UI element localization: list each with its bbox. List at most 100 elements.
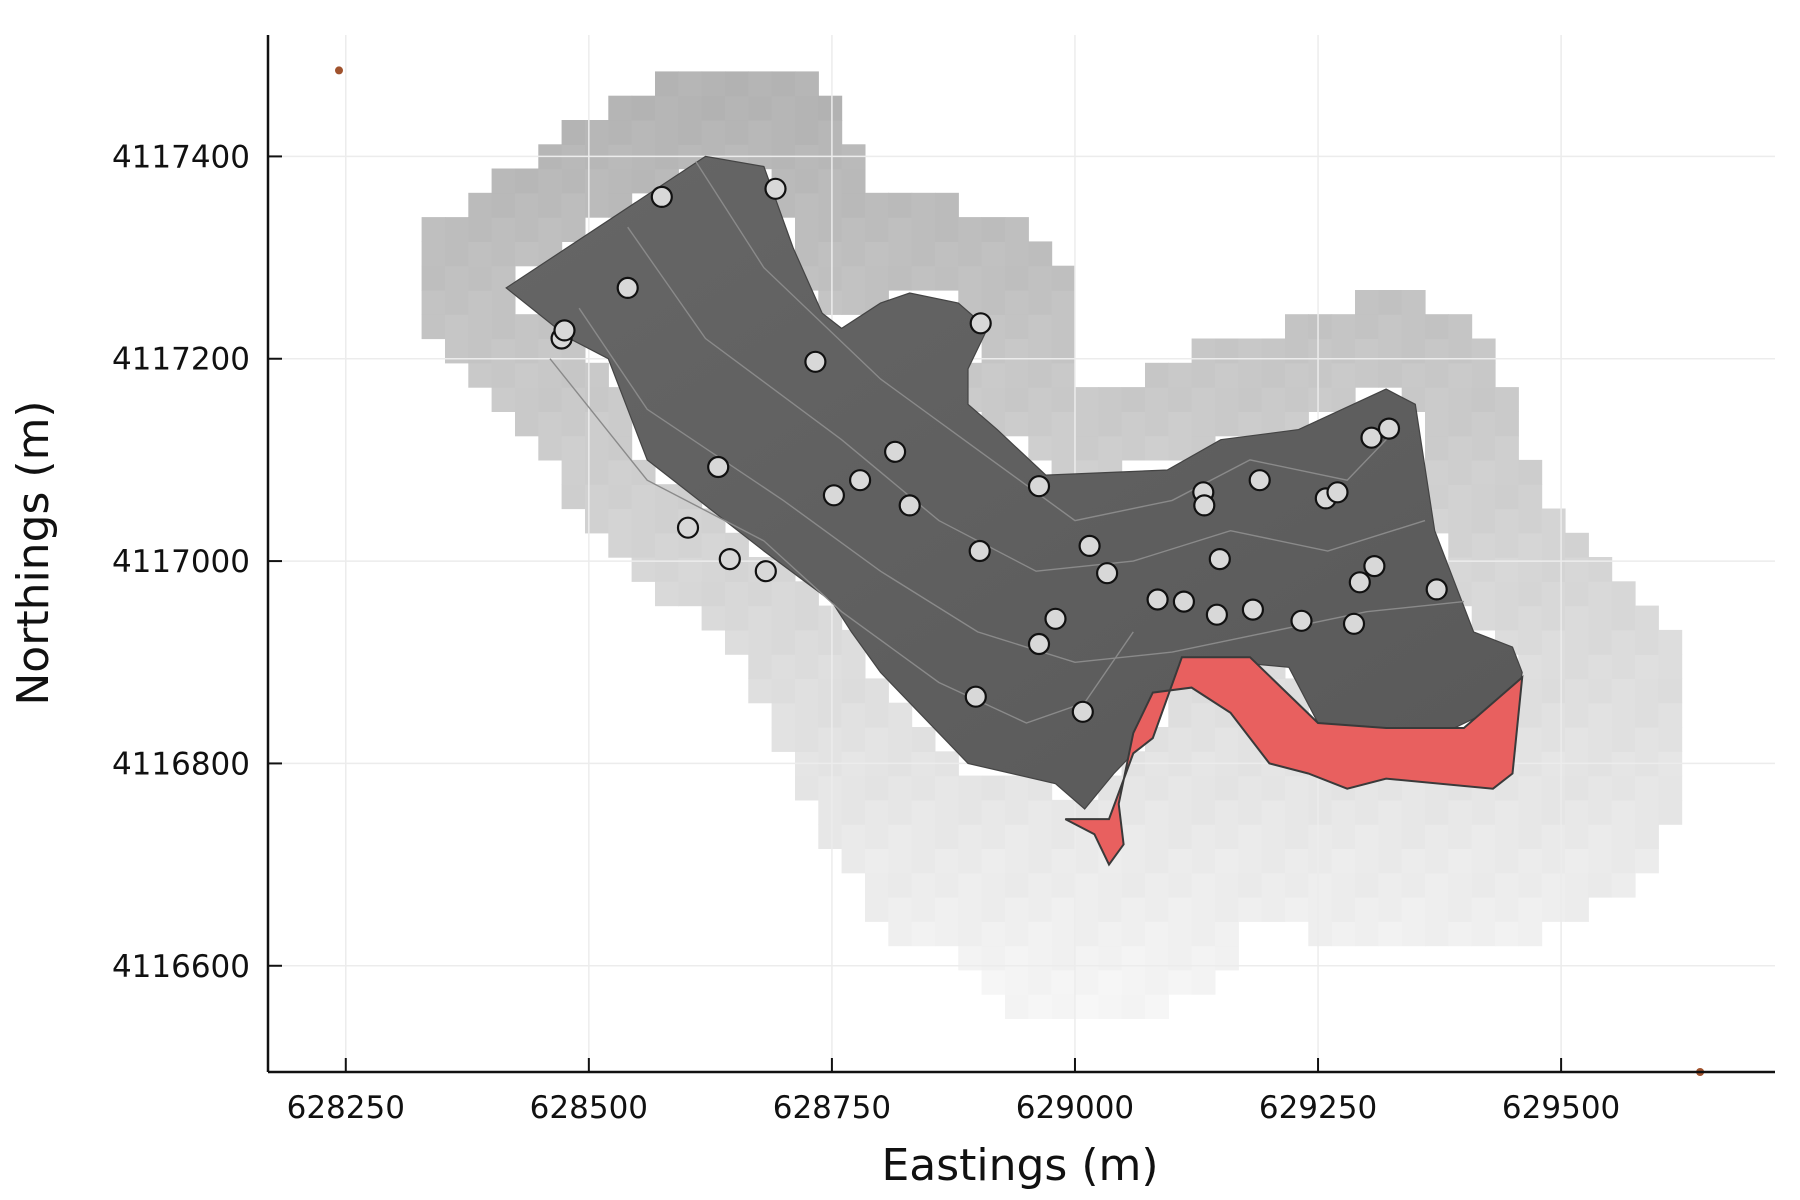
shade-cell [1565, 629, 1589, 655]
shade-cell [911, 217, 936, 242]
shade-cell [1261, 362, 1286, 388]
shade-cell [981, 290, 1006, 315]
shade-cell [1051, 921, 1076, 947]
shade-cell [795, 241, 819, 267]
shade-cell [1471, 581, 1496, 607]
shade-cell [1121, 897, 1146, 922]
shade-cell [935, 265, 959, 291]
shade-cell [888, 702, 913, 728]
shade-cell [958, 897, 983, 922]
shade-cell [608, 95, 633, 121]
shade-cell [1425, 799, 1449, 825]
shade-cell [655, 484, 679, 510]
shade-cell [1238, 897, 1263, 922]
shade-cell [1635, 775, 1659, 801]
shade-cell [958, 921, 983, 947]
shade-cell [1471, 824, 1496, 849]
shade-cell [1075, 872, 1099, 898]
shade-cell [538, 387, 563, 412]
shade-cell [1145, 775, 1169, 801]
shade-cell [1378, 824, 1403, 849]
shade-cell [1565, 799, 1589, 825]
shade-cell [795, 678, 819, 704]
shade-cell [1565, 605, 1589, 631]
shade-cell [888, 241, 913, 267]
shade-cell [818, 702, 843, 728]
shade-cell [515, 387, 539, 412]
shade-cell [1238, 872, 1263, 898]
shade-cell [911, 921, 936, 947]
shade-cell [1331, 314, 1356, 340]
data-point [969, 312, 992, 335]
shade-cell [655, 557, 679, 582]
shade-cell [1635, 727, 1659, 752]
shade-cell [585, 435, 609, 461]
shade-cell [1378, 338, 1403, 364]
shade-cell [538, 168, 563, 194]
shade-cell [1611, 848, 1636, 874]
shade-cell [748, 95, 773, 121]
shade-cell [818, 192, 843, 218]
shade-cell [1308, 775, 1333, 801]
data-point [1360, 426, 1383, 449]
shade-cell [585, 120, 609, 145]
shade-cell [585, 387, 609, 412]
shade-cell [608, 120, 633, 145]
shade-cell [515, 168, 539, 194]
shade-cell [1565, 678, 1589, 704]
shade-cell [1215, 387, 1239, 412]
shade-cell [1051, 994, 1076, 1019]
shade-cell [585, 168, 609, 194]
contour-line [695, 161, 1397, 522]
shade-cell [981, 362, 1006, 388]
shade-cell [1448, 897, 1473, 922]
shade-cell [1495, 508, 1519, 534]
shade-cell [841, 824, 866, 849]
shade-cell [841, 848, 866, 874]
shade-cell [1168, 824, 1193, 849]
shade-cell [585, 362, 609, 388]
shade-cell [841, 192, 866, 218]
shade-cell [1238, 848, 1263, 874]
shade-cell [1425, 459, 1449, 485]
shade-cell [1051, 338, 1076, 364]
contour-line [627, 226, 1426, 572]
shade-cell [1191, 411, 1216, 437]
data-point [718, 547, 741, 571]
shade-cell [1611, 727, 1636, 752]
contour-line [578, 307, 1464, 664]
shade-cell [1145, 897, 1169, 922]
shade-cell [1448, 435, 1473, 461]
shade-cell [1471, 557, 1496, 582]
shade-cell [1495, 387, 1519, 412]
shade-cell [1051, 362, 1076, 388]
shade-cell [1145, 969, 1169, 995]
shade-cell [1518, 605, 1543, 631]
shade-cell [1005, 314, 1029, 340]
shade-cell [748, 629, 773, 655]
shade-cell [1541, 532, 1566, 558]
shade-cell [1308, 314, 1333, 340]
shade-cell [538, 362, 563, 388]
shade-cell [1448, 799, 1473, 825]
shade-cell [1308, 848, 1333, 874]
shade-cell [795, 727, 819, 752]
shade-cell [1611, 654, 1636, 680]
shade-cell [538, 192, 563, 218]
shade-cell [725, 120, 749, 145]
shade-cell [1121, 799, 1146, 825]
shade-cell [1495, 411, 1519, 437]
shade-cell [1121, 994, 1146, 1019]
shade-cell [655, 120, 679, 145]
shade-cell [1168, 921, 1193, 947]
shade-cell [1471, 459, 1496, 485]
shade-cell [1098, 435, 1123, 461]
data-point [1363, 554, 1386, 578]
data-point [1290, 609, 1313, 632]
shade-cell [1331, 848, 1356, 874]
shade-cell [1588, 702, 1613, 728]
shade-cell [748, 120, 773, 145]
shade-cell [1191, 338, 1216, 364]
shade-cell [1565, 897, 1589, 922]
shade-cell [958, 945, 983, 971]
